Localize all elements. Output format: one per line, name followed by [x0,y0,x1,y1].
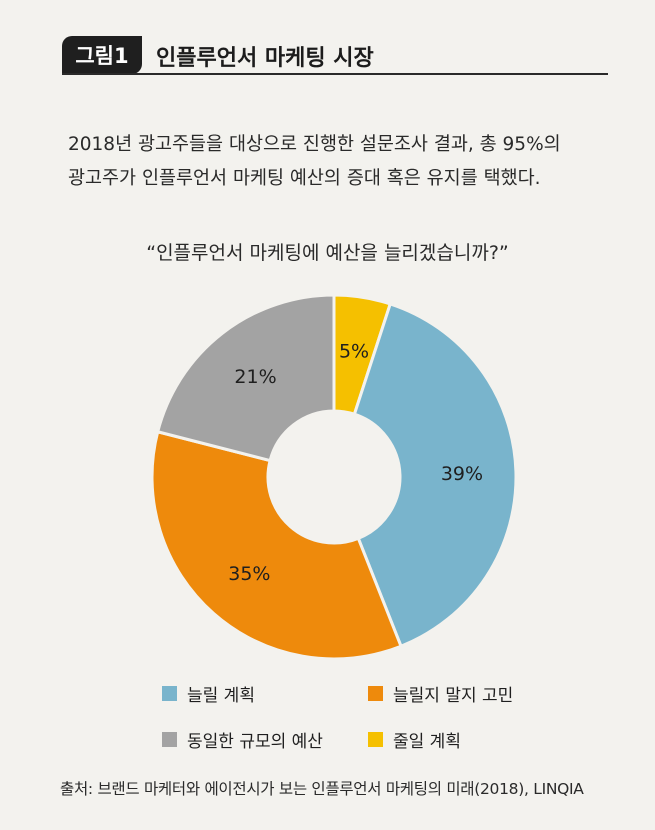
legend-swatch-2 [162,732,177,747]
legend-swatch-3 [368,732,383,747]
legend-swatch-0 [162,686,177,701]
legend-label-1: 늘릴지 말지 고민 [393,686,514,706]
slice-label-3: 21% [234,366,276,388]
slice-label-2: 35% [228,563,270,585]
slice-label-1: 39% [441,463,483,485]
legend-swatch-1 [368,686,383,701]
chart-title: “인플루언서 마케팅에 예산을 늘리겠습니까?” [146,242,509,264]
slice-labels: 5% 39% 35% 21% [228,341,483,585]
slice-3 [155,293,336,463]
intro-line-1: 2018년 광고주들을 대상으로 진행한 설문조사 결과, 총 95%의 [68,134,561,155]
legend-item-0: 늘릴 계획 [162,681,255,706]
figure-header: 그림1 인플루언서 마케팅 시장 [62,36,608,76]
source-note: 출처: 브랜드 마케터와 에이전시가 보는 인플루언서 마케팅의 미래(2018… [60,780,584,798]
intro-paragraph: 2018년 광고주들을 대상으로 진행한 설문조사 결과, 총 95%의 광고주… [68,128,628,196]
legend-item-2: 동일한 규모의 예산 [162,727,323,752]
legend-item-3: 줄일 계획 [368,727,461,752]
donut-slices [150,293,518,661]
figure-title: 인플루언서 마케팅 시장 [156,46,374,71]
legend-item-1: 늘릴지 말지 고민 [368,681,513,706]
legend-label-2: 동일한 규모의 예산 [187,732,323,752]
slice-1 [352,302,518,649]
slice-label-0: 5% [339,341,369,363]
legend-label-0: 늘릴 계획 [187,686,255,706]
header-divider [62,73,608,75]
slice-2 [150,429,403,661]
intro-line-2: 광고주가 인플루언서 마케팅 예산의 증대 혹은 유지를 택했다. [68,168,541,189]
figure-badge: 그림1 [62,36,142,74]
legend-label-3: 줄일 계획 [393,732,461,752]
